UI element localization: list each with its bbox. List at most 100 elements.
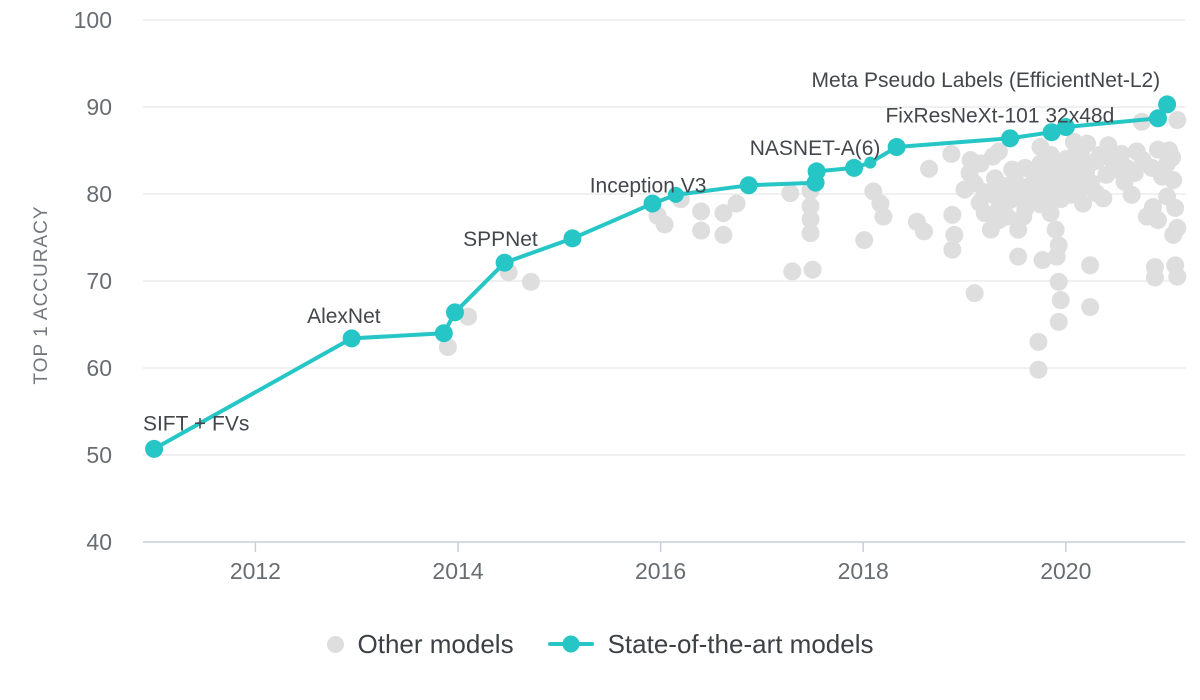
other-model-point	[1029, 360, 1048, 379]
sota-point	[739, 176, 758, 195]
x-tick-label: 2014	[432, 558, 483, 584]
sota-point	[667, 186, 684, 203]
other-model-point	[1049, 236, 1068, 255]
other-model-point	[1168, 218, 1187, 237]
other-model-point	[1081, 298, 1100, 317]
other-model-point	[989, 142, 1008, 161]
other-model-point	[943, 240, 962, 259]
other-model-point	[1166, 198, 1185, 217]
other-model-point	[1145, 268, 1164, 287]
sota-point	[643, 194, 662, 213]
sota-point	[864, 156, 877, 169]
other-model-point	[1078, 134, 1097, 153]
other-model-point	[1033, 251, 1052, 270]
other-model-point	[975, 204, 994, 223]
other-model-point	[1164, 171, 1183, 190]
x-tick-label: 2012	[230, 558, 281, 584]
other-model-point	[1081, 256, 1100, 275]
other-model-point	[801, 210, 820, 229]
sota-point	[1001, 129, 1020, 148]
sota-point	[495, 253, 514, 272]
sota-line-marker-icon	[547, 635, 594, 653]
y-tick-label: 70	[86, 268, 112, 294]
other-model-point	[714, 225, 733, 244]
x-tick-label: 2016	[635, 558, 686, 584]
other-model-point	[1168, 111, 1187, 130]
other-model-point	[1009, 247, 1028, 266]
sota-point	[342, 329, 361, 348]
other-model-point	[803, 260, 822, 279]
x-tick-label: 2020	[1040, 558, 1091, 584]
sota-point	[434, 324, 453, 343]
sota-point	[845, 158, 864, 177]
other-model-point	[1168, 267, 1187, 286]
other-model-point	[874, 207, 893, 226]
other-model-point	[521, 272, 540, 291]
sota-point	[887, 138, 906, 157]
other-model-point	[998, 207, 1017, 226]
other-model-point	[1049, 312, 1068, 331]
y-axis-title: TOP 1 ACCURACY	[31, 205, 52, 385]
other-model-point	[920, 159, 939, 178]
legend-label-other-models: Other models	[357, 628, 514, 659]
y-tick-label: 80	[86, 181, 112, 207]
y-tick-label: 60	[86, 355, 112, 381]
other-model-point	[1051, 291, 1070, 310]
y-tick-label: 100	[74, 7, 112, 33]
other-model-point	[438, 338, 457, 357]
other-model-point	[655, 215, 674, 234]
other-model-point	[1074, 194, 1093, 213]
other-model-point	[1049, 272, 1068, 291]
other-model-point	[1046, 220, 1065, 239]
annotation-label: SIFT + FVs	[143, 413, 249, 436]
other-model-point	[801, 224, 820, 243]
other-model-point	[855, 231, 874, 250]
other-model-point	[914, 222, 933, 241]
annotation-label: SPPNet	[463, 228, 538, 251]
other-model-point	[801, 197, 820, 216]
annotation-label: AlexNet	[307, 305, 381, 328]
other-model-point	[945, 225, 964, 244]
sota-point	[1042, 123, 1061, 142]
other-model-point	[1112, 144, 1131, 163]
other-models-dot-icon	[326, 635, 344, 653]
legend-label-sota-models: State-of-the-art models	[607, 628, 874, 659]
sota-point	[807, 162, 826, 181]
sota-point	[563, 229, 582, 248]
other-model-point	[781, 184, 800, 203]
other-model-point	[965, 284, 984, 303]
legend-item-sota-models[interactable]: State-of-the-art models	[547, 628, 874, 660]
y-tick-label: 90	[86, 94, 112, 120]
sota-point	[145, 439, 164, 458]
annotation-label: NASNET-A(6)	[750, 137, 881, 160]
sota-point	[1148, 109, 1167, 128]
legend: Other models State-of-the-art models	[0, 622, 1200, 666]
x-tick-label: 2018	[838, 558, 889, 584]
other-model-point	[783, 262, 802, 281]
y-tick-label: 40	[86, 529, 112, 555]
sota-point	[1158, 95, 1177, 114]
other-model-point	[1099, 136, 1118, 155]
legend-item-other-models[interactable]: Other models	[326, 628, 514, 660]
sota-point	[445, 303, 464, 322]
other-model-point	[1094, 189, 1113, 208]
y-tick-label: 50	[86, 442, 112, 468]
other-model-point	[727, 194, 746, 213]
other-model-point	[943, 205, 962, 224]
other-model-point	[1029, 332, 1048, 351]
annotation-label: Meta Pseudo Labels (EfficientNet-L2)	[812, 69, 1161, 92]
sota-point	[1056, 118, 1075, 137]
other-model-point	[1122, 185, 1141, 204]
other-model-point	[1125, 164, 1144, 183]
other-model-point	[1163, 148, 1182, 167]
other-model-point	[942, 144, 961, 163]
other-model-point	[1148, 211, 1167, 230]
annotation-label: FixResNeXt-101 32x48d	[885, 105, 1114, 128]
other-model-point	[714, 204, 733, 223]
other-model-point	[692, 221, 711, 240]
annotation-label: Inception V3	[590, 174, 707, 197]
other-model-point	[1041, 204, 1060, 223]
other-model-point	[692, 202, 711, 221]
